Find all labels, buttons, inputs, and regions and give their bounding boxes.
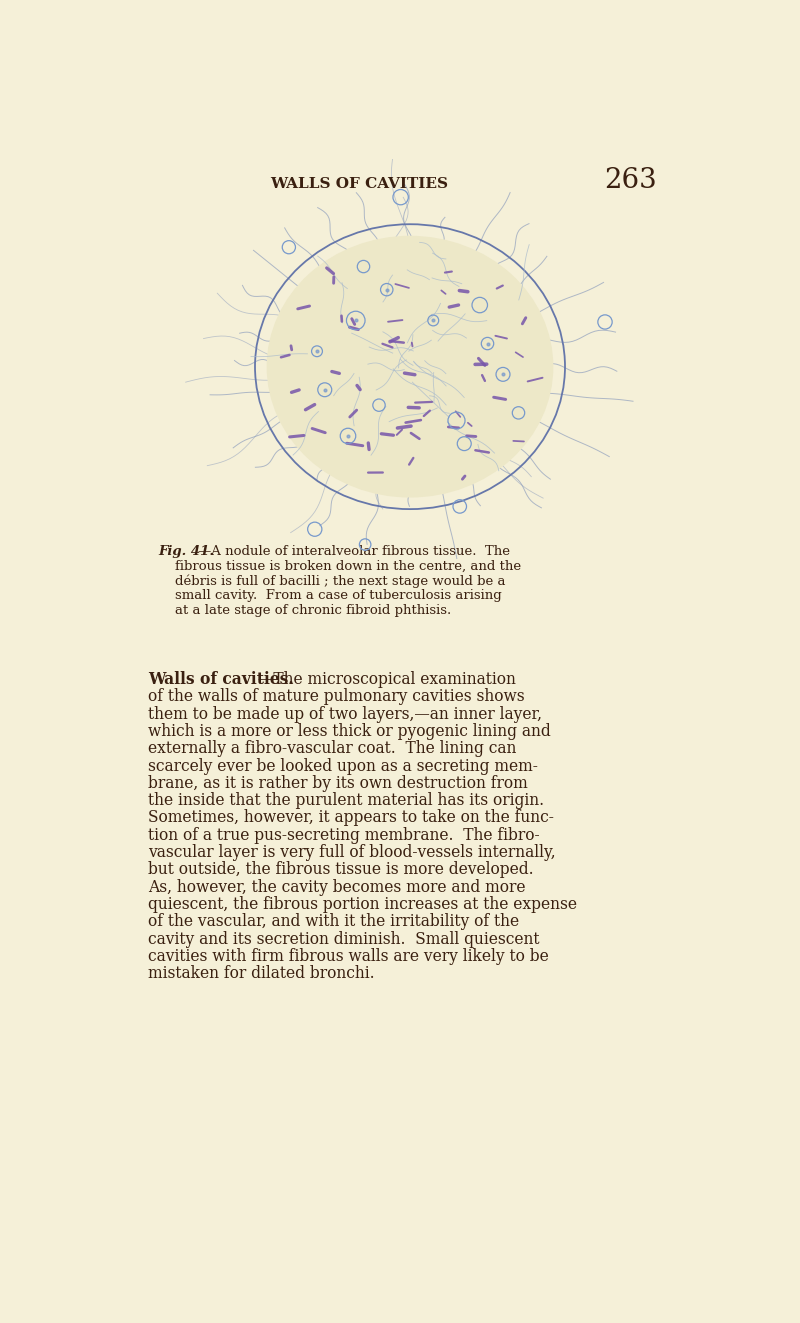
Text: them to be made up of two layers,—an inner layer,: them to be made up of two layers,—an inn…: [148, 705, 542, 722]
Ellipse shape: [266, 235, 554, 497]
Text: cavity and its secretion diminish.  Small quiescent: cavity and its secretion diminish. Small…: [148, 931, 539, 947]
Text: fibrous tissue is broken down in the centre, and the: fibrous tissue is broken down in the cen…: [158, 560, 522, 573]
Text: which is a more or less thick or pyogenic lining and: which is a more or less thick or pyogeni…: [148, 722, 550, 740]
Text: but outside, the fibrous tissue is more developed.: but outside, the fibrous tissue is more …: [148, 861, 534, 878]
Text: mistaken for dilated bronchi.: mistaken for dilated bronchi.: [148, 966, 374, 983]
Text: Sometimes, however, it appears to take on the func-: Sometimes, however, it appears to take o…: [148, 810, 554, 827]
Text: scarcely ever be looked upon as a secreting mem-: scarcely ever be looked upon as a secret…: [148, 758, 538, 774]
Text: of the vascular, and with it the irritability of the: of the vascular, and with it the irritab…: [148, 913, 519, 930]
Text: Walls of cavities.: Walls of cavities.: [148, 671, 294, 688]
Text: —A nodule of interalveolar fibrous tissue.  The: —A nodule of interalveolar fibrous tissu…: [198, 545, 510, 558]
Text: small cavity.  From a case of tuberculosis arising: small cavity. From a case of tuberculosi…: [158, 589, 502, 602]
Text: 263: 263: [604, 167, 656, 194]
Text: the inside that the purulent material has its origin.: the inside that the purulent material ha…: [148, 792, 544, 810]
Text: —The microscopical examination: —The microscopical examination: [258, 671, 516, 688]
Text: quiescent, the fibrous portion increases at the expense: quiescent, the fibrous portion increases…: [148, 896, 577, 913]
Text: brane, as it is rather by its own destruction from: brane, as it is rather by its own destru…: [148, 775, 528, 792]
Text: débris is full of bacilli ; the next stage would be a: débris is full of bacilli ; the next sta…: [158, 574, 506, 587]
Text: at a late stage of chronic fibroid phthisis.: at a late stage of chronic fibroid phthi…: [158, 603, 451, 617]
Text: vascular layer is very full of blood-vessels internally,: vascular layer is very full of blood-ves…: [148, 844, 556, 861]
Text: tion of a true pus-secreting membrane.  The fibro-: tion of a true pus-secreting membrane. T…: [148, 827, 540, 844]
Text: of the walls of mature pulmonary cavities shows: of the walls of mature pulmonary cavitie…: [148, 688, 525, 705]
Text: WALLS OF CAVITIES: WALLS OF CAVITIES: [270, 177, 449, 191]
Text: cavities with firm fibrous walls are very likely to be: cavities with firm fibrous walls are ver…: [148, 949, 549, 964]
Text: Fig. 41.: Fig. 41.: [158, 545, 214, 558]
Text: externally a fibro-vascular coat.  The lining can: externally a fibro-vascular coat. The li…: [148, 740, 517, 757]
Text: As, however, the cavity becomes more and more: As, however, the cavity becomes more and…: [148, 878, 526, 896]
